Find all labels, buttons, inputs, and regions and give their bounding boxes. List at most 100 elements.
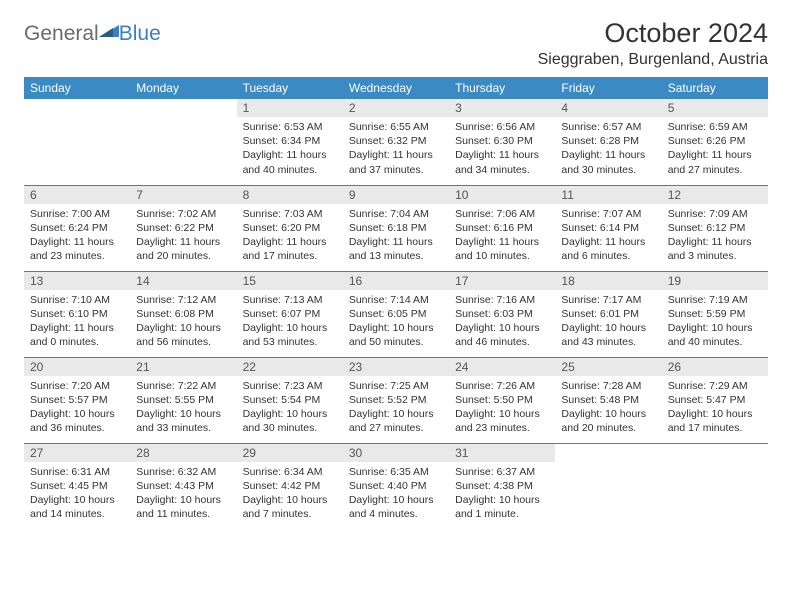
calendar-cell: 28Sunrise: 6:32 AMSunset: 4:43 PMDayligh… — [130, 443, 236, 525]
sunrise-text: Sunrise: 7:16 AM — [455, 293, 549, 307]
calendar-cell: 20Sunrise: 7:20 AMSunset: 5:57 PMDayligh… — [24, 357, 130, 443]
day-body: Sunrise: 7:23 AMSunset: 5:54 PMDaylight:… — [237, 376, 343, 440]
daylight-text: and 27 minutes. — [349, 421, 443, 435]
month-title: October 2024 — [538, 18, 768, 49]
calendar-cell: 12Sunrise: 7:09 AMSunset: 6:12 PMDayligh… — [662, 185, 768, 271]
sunset-text: Sunset: 6:22 PM — [136, 221, 230, 235]
day-number: 12 — [662, 186, 768, 204]
sunrise-text: Sunrise: 7:00 AM — [30, 207, 124, 221]
logo-triangle-icon — [99, 23, 119, 46]
calendar-row: 20Sunrise: 7:20 AMSunset: 5:57 PMDayligh… — [24, 357, 768, 443]
sunset-text: Sunset: 6:14 PM — [561, 221, 655, 235]
sunset-text: Sunset: 5:55 PM — [136, 393, 230, 407]
sunrise-text: Sunrise: 7:22 AM — [136, 379, 230, 393]
day-number: 28 — [130, 444, 236, 462]
daylight-text: Daylight: 10 hours — [243, 321, 337, 335]
day-body: Sunrise: 7:02 AMSunset: 6:22 PMDaylight:… — [130, 204, 236, 268]
calendar-cell: 6Sunrise: 7:00 AMSunset: 6:24 PMDaylight… — [24, 185, 130, 271]
sunrise-text: Sunrise: 7:12 AM — [136, 293, 230, 307]
daylight-text: Daylight: 11 hours — [243, 148, 337, 162]
day-body: Sunrise: 7:22 AMSunset: 5:55 PMDaylight:… — [130, 376, 236, 440]
calendar-cell: 5Sunrise: 6:59 AMSunset: 6:26 PMDaylight… — [662, 99, 768, 185]
day-number: 7 — [130, 186, 236, 204]
sunrise-text: Sunrise: 7:14 AM — [349, 293, 443, 307]
day-body: Sunrise: 7:25 AMSunset: 5:52 PMDaylight:… — [343, 376, 449, 440]
day-number: 4 — [555, 99, 661, 117]
calendar-cell: 2Sunrise: 6:55 AMSunset: 6:32 PMDaylight… — [343, 99, 449, 185]
weekday-header: Monday — [130, 77, 236, 99]
day-body: Sunrise: 7:14 AMSunset: 6:05 PMDaylight:… — [343, 290, 449, 354]
sunset-text: Sunset: 6:18 PM — [349, 221, 443, 235]
day-number: 3 — [449, 99, 555, 117]
day-number: 13 — [24, 272, 130, 290]
calendar-cell: 4Sunrise: 6:57 AMSunset: 6:28 PMDaylight… — [555, 99, 661, 185]
daylight-text: and 23 minutes. — [30, 249, 124, 263]
daylight-text: and 1 minute. — [455, 507, 549, 521]
sunrise-text: Sunrise: 6:34 AM — [243, 465, 337, 479]
day-number: 1 — [237, 99, 343, 117]
sunset-text: Sunset: 6:30 PM — [455, 134, 549, 148]
day-number: 24 — [449, 358, 555, 376]
daylight-text: Daylight: 10 hours — [30, 493, 124, 507]
calendar-cell: 17Sunrise: 7:16 AMSunset: 6:03 PMDayligh… — [449, 271, 555, 357]
day-number: 23 — [343, 358, 449, 376]
sunset-text: Sunset: 4:40 PM — [349, 479, 443, 493]
daylight-text: Daylight: 10 hours — [30, 407, 124, 421]
day-number: 5 — [662, 99, 768, 117]
sunrise-text: Sunrise: 7:13 AM — [243, 293, 337, 307]
daylight-text: Daylight: 10 hours — [243, 493, 337, 507]
sunset-text: Sunset: 6:32 PM — [349, 134, 443, 148]
daylight-text: Daylight: 10 hours — [455, 493, 549, 507]
weekday-header: Tuesday — [237, 77, 343, 99]
day-body: Sunrise: 7:12 AMSunset: 6:08 PMDaylight:… — [130, 290, 236, 354]
sunrise-text: Sunrise: 7:20 AM — [30, 379, 124, 393]
sunset-text: Sunset: 6:01 PM — [561, 307, 655, 321]
header: General Blue October 2024 Sieggraben, Bu… — [24, 18, 768, 69]
day-body: Sunrise: 7:09 AMSunset: 6:12 PMDaylight:… — [662, 204, 768, 268]
day-body: Sunrise: 6:35 AMSunset: 4:40 PMDaylight:… — [343, 462, 449, 526]
daylight-text: Daylight: 11 hours — [455, 148, 549, 162]
daylight-text: Daylight: 10 hours — [668, 407, 762, 421]
daylight-text: and 30 minutes. — [561, 163, 655, 177]
day-body: Sunrise: 6:32 AMSunset: 4:43 PMDaylight:… — [130, 462, 236, 526]
daylight-text: and 7 minutes. — [243, 507, 337, 521]
calendar-cell: 15Sunrise: 7:13 AMSunset: 6:07 PMDayligh… — [237, 271, 343, 357]
day-body: Sunrise: 6:34 AMSunset: 4:42 PMDaylight:… — [237, 462, 343, 526]
calendar-cell: 26Sunrise: 7:29 AMSunset: 5:47 PMDayligh… — [662, 357, 768, 443]
daylight-text: Daylight: 11 hours — [668, 148, 762, 162]
day-number: 14 — [130, 272, 236, 290]
day-body: Sunrise: 7:07 AMSunset: 6:14 PMDaylight:… — [555, 204, 661, 268]
daylight-text: and 36 minutes. — [30, 421, 124, 435]
daylight-text: Daylight: 11 hours — [561, 235, 655, 249]
calendar-cell: 16Sunrise: 7:14 AMSunset: 6:05 PMDayligh… — [343, 271, 449, 357]
daylight-text: and 46 minutes. — [455, 335, 549, 349]
sunrise-text: Sunrise: 7:10 AM — [30, 293, 124, 307]
daylight-text: Daylight: 10 hours — [455, 407, 549, 421]
sunrise-text: Sunrise: 6:57 AM — [561, 120, 655, 134]
calendar-cell: 27Sunrise: 6:31 AMSunset: 4:45 PMDayligh… — [24, 443, 130, 525]
sunset-text: Sunset: 6:07 PM — [243, 307, 337, 321]
sunrise-text: Sunrise: 7:06 AM — [455, 207, 549, 221]
daylight-text: Daylight: 11 hours — [243, 235, 337, 249]
calendar-cell: 23Sunrise: 7:25 AMSunset: 5:52 PMDayligh… — [343, 357, 449, 443]
calendar-cell: 13Sunrise: 7:10 AMSunset: 6:10 PMDayligh… — [24, 271, 130, 357]
calendar-cell: 7Sunrise: 7:02 AMSunset: 6:22 PMDaylight… — [130, 185, 236, 271]
calendar-row: 1Sunrise: 6:53 AMSunset: 6:34 PMDaylight… — [24, 99, 768, 185]
weekday-header: Thursday — [449, 77, 555, 99]
calendar-cell: 22Sunrise: 7:23 AMSunset: 5:54 PMDayligh… — [237, 357, 343, 443]
calendar-cell: 9Sunrise: 7:04 AMSunset: 6:18 PMDaylight… — [343, 185, 449, 271]
day-number: 29 — [237, 444, 343, 462]
day-number: 8 — [237, 186, 343, 204]
sunrise-text: Sunrise: 7:19 AM — [668, 293, 762, 307]
day-number: 16 — [343, 272, 449, 290]
calendar-cell: 10Sunrise: 7:06 AMSunset: 6:16 PMDayligh… — [449, 185, 555, 271]
day-number: 17 — [449, 272, 555, 290]
sunrise-text: Sunrise: 6:32 AM — [136, 465, 230, 479]
calendar-cell — [662, 443, 768, 525]
sunset-text: Sunset: 5:48 PM — [561, 393, 655, 407]
day-number: 2 — [343, 99, 449, 117]
calendar-cell: 18Sunrise: 7:17 AMSunset: 6:01 PMDayligh… — [555, 271, 661, 357]
sunrise-text: Sunrise: 7:07 AM — [561, 207, 655, 221]
daylight-text: and 40 minutes. — [668, 335, 762, 349]
sunset-text: Sunset: 4:42 PM — [243, 479, 337, 493]
